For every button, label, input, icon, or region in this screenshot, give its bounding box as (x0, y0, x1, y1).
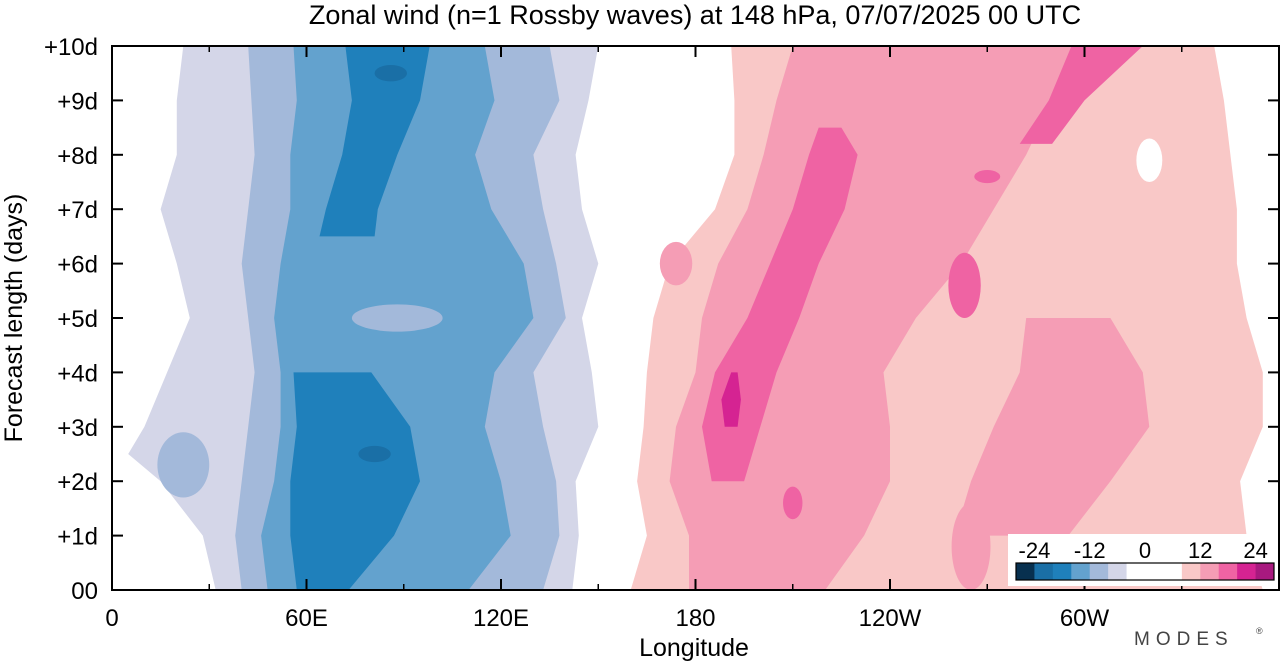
colorbar-swatch (1255, 563, 1275, 580)
contour-patch-11 (1136, 138, 1163, 183)
registered-mark: ® (1256, 626, 1263, 636)
colorbar-tick-label: -24 (1019, 538, 1051, 563)
contour-patch-4 (351, 304, 443, 332)
y-tick-label: +7d (57, 197, 98, 224)
y-tick-label: +2d (57, 469, 98, 496)
contour-band-10 (1019, 46, 1143, 144)
colorbar: -24 -12 0 12 24 (1008, 534, 1278, 586)
colorbar-swatch (1181, 563, 1201, 580)
colorbar-tick-label: 24 (1243, 538, 1267, 563)
y-tick-label: +10d (44, 34, 98, 61)
modes-logo: MODES (1134, 629, 1234, 650)
contour-band-9 (702, 127, 858, 482)
colorbar-swatch (1108, 563, 1128, 580)
contour-patch-5 (659, 241, 693, 286)
y-tick-label: +4d (57, 360, 98, 387)
colorbar-swatch (1089, 563, 1109, 580)
x-axis: 0 60E 120E 180 120W 60W (105, 46, 1183, 632)
y-tick-label: +1d (57, 524, 98, 551)
contour-band-4 (290, 372, 420, 590)
x-tick-label: 0 (105, 605, 118, 632)
colorbar-tick-label: 12 (1188, 538, 1212, 563)
contour-patch-2 (374, 65, 407, 82)
contour-band-5 (319, 46, 430, 237)
y-tick-label: +6d (57, 252, 98, 279)
colorbar-tick-label: -12 (1074, 538, 1106, 563)
x-axis-label: Longitude (639, 634, 749, 662)
y-axis-label: Forecast length (days) (0, 194, 28, 443)
contour-patch-1 (358, 445, 391, 463)
contour-patch-8 (783, 486, 803, 520)
x-tick-label: 60W (1060, 605, 1110, 632)
contour-band-8 (954, 318, 1150, 536)
colorbar-tick-label: 0 (1139, 538, 1151, 563)
contour-patch-6 (951, 502, 991, 590)
contour-patch-7 (948, 252, 981, 318)
x-tick-label: 120W (859, 605, 922, 632)
colorbar-frame (1015, 562, 1275, 581)
colorbar-swatch (1237, 563, 1257, 580)
y-tick-label: +3d (57, 415, 98, 442)
colorbar-swatch (1071, 563, 1091, 580)
x-tick-label: 120E (473, 605, 529, 632)
colorbar-swatch (1200, 563, 1220, 580)
chart-title: Zonal wind (n=1 Rossby waves) at 148 hPa… (309, 0, 1081, 30)
y-tick-label: +5d (57, 306, 98, 333)
colorbar-swatch (1016, 563, 1035, 580)
colorbar-swatch (1126, 563, 1164, 580)
colorbar-swatch (1218, 563, 1238, 580)
y-tick-label: +9d (57, 88, 98, 115)
x-tick-label: 60E (285, 605, 328, 632)
colorbar-swatch (1034, 563, 1054, 580)
colorbar-swatch (1052, 563, 1072, 580)
plot-area (128, 46, 1263, 590)
x-tick-label: 180 (675, 605, 715, 632)
contour-band-11 (721, 372, 741, 427)
contour-patch-9 (974, 170, 1001, 184)
y-tick-label: +8d (57, 143, 98, 170)
contour-patch-3 (157, 432, 210, 498)
y-tick-label: 00 (71, 578, 98, 605)
y-axis: 00 +1d +2d +3d +4d +5d +6d +7d +8d +9d +10d (44, 34, 1279, 605)
colorbar-swatch (1163, 563, 1183, 580)
